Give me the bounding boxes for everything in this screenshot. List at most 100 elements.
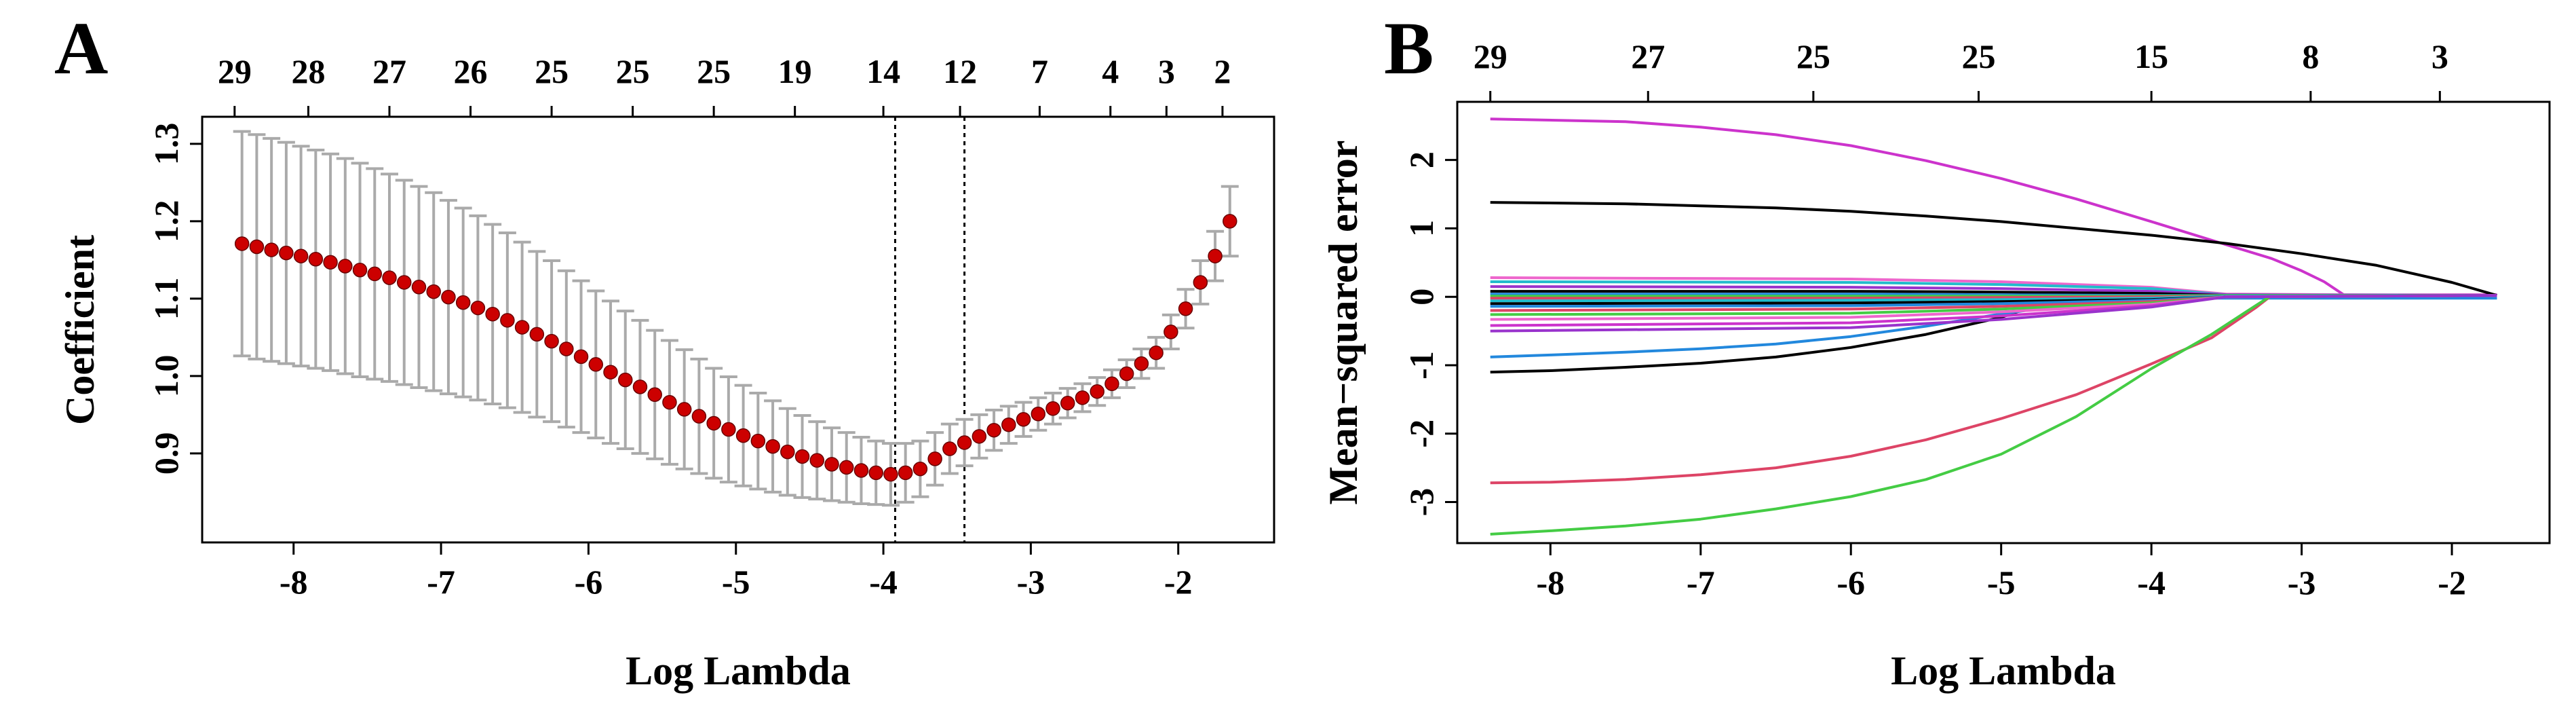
cv-point: [750, 433, 766, 449]
cv-point: [249, 239, 265, 255]
cv-point: [338, 259, 353, 274]
cv-point: [1119, 366, 1134, 382]
cv-point: [809, 453, 825, 468]
cv-point: [735, 428, 751, 443]
cv-point: [603, 365, 618, 379]
panel-a-top-tick-label: 28: [291, 52, 325, 90]
cv-point: [588, 357, 604, 372]
panel-a-x-tick-label: -2: [1164, 563, 1193, 601]
panel-a-y-tick-label: 1.3: [147, 123, 185, 166]
panel-a-lambda-lines: [893, 117, 966, 542]
coef-path-red-neg: [1490, 294, 2497, 485]
panel-b-x-tick-label: -6: [1837, 563, 1865, 601]
cv-point: [382, 270, 397, 285]
panel-b-top-tick-label: 3: [2431, 37, 2448, 75]
panel-a-top-tick-label: 27: [372, 52, 406, 90]
panel-a-y-tick-label: 1.1: [147, 278, 185, 320]
cv-point: [957, 435, 972, 450]
cv-point: [234, 236, 250, 251]
panel-b-y-axis-title: Mean−squared error: [1321, 141, 1366, 505]
cv-point: [352, 262, 368, 278]
cv-point: [323, 255, 338, 270]
cv-point: [559, 341, 574, 356]
cv-point: [927, 451, 942, 466]
panel-a-top-tick-label: 3: [1158, 52, 1175, 90]
cv-point: [853, 463, 869, 478]
cv-point: [942, 441, 957, 456]
cv-point: [662, 394, 677, 410]
cv-point: [529, 327, 545, 342]
panel-a-x-tick-label: -8: [280, 563, 308, 601]
cv-point: [544, 333, 559, 349]
panel-b-top-tick-label: 15: [2134, 37, 2168, 75]
panel-b-x-tick-label: -4: [2137, 563, 2166, 601]
cv-point: [883, 466, 898, 482]
coef-path-purple-neg: [1490, 294, 2497, 333]
panel-b-coefficient-paths: [1490, 117, 2498, 536]
panel-a-top-tick-label: 19: [778, 52, 812, 90]
cv-point: [1075, 390, 1090, 405]
cv-point: [794, 449, 810, 464]
panel-a-top-tick-label: 25: [616, 52, 650, 90]
panel-b-y-tick-label: -2: [1402, 420, 1440, 448]
panel-b-x-tick-label: -7: [1687, 563, 1715, 601]
panel-b-top-tick-label: 25: [1796, 37, 1830, 75]
cv-point: [780, 444, 795, 460]
cv-point: [279, 245, 294, 261]
cv-point: [632, 379, 648, 394]
panel-b-x-tick-label: -5: [1987, 563, 2016, 601]
panel-b-y-tick-label: 0: [1402, 289, 1440, 305]
cv-point: [293, 248, 309, 263]
panel-a-top-tick-label: 25: [697, 52, 731, 90]
panel-a-x-tick-label: -6: [575, 563, 603, 601]
panel-a-y-tick-label: 0.9: [147, 432, 185, 475]
panel-b-y-tick-label: -3: [1402, 488, 1440, 517]
cv-point: [264, 242, 279, 257]
panel-a-points: [234, 214, 1237, 482]
cv-point: [912, 461, 928, 477]
cv-point: [1031, 407, 1046, 422]
coef-path-green-neg: [1490, 294, 2497, 536]
cv-point: [1208, 248, 1223, 263]
panel-a-y-axis: 0.9 1.0 1.1 1.2 1.3: [147, 123, 202, 475]
panel-a-x-tick-label: -5: [722, 563, 750, 601]
panel-a-x-axis: -8 -7 -6 -5 -4 -3 -2: [280, 542, 1193, 601]
cv-point: [367, 266, 383, 282]
cv-point: [1178, 301, 1193, 316]
panel-a-top-tick-label: 26: [454, 52, 488, 90]
cv-point: [573, 349, 589, 365]
cv-point: [426, 284, 441, 299]
cv-point: [1045, 401, 1060, 416]
panel-a-top-tick-label: 14: [866, 52, 900, 90]
panel-a-plot-frame: [201, 115, 1275, 544]
panel-b-x-tick-label: -8: [1536, 563, 1564, 601]
cv-point: [765, 439, 780, 454]
panel-b-y-tick-label: 1: [1402, 220, 1440, 237]
panel-b-y-tick-label: -1: [1402, 351, 1440, 379]
panel-b-top-tick-label: 27: [1631, 37, 1665, 75]
cv-point: [1016, 411, 1031, 427]
cv-point: [868, 465, 883, 481]
cv-point: [1134, 356, 1149, 371]
panel-a-y-tick-label: 1.0: [147, 355, 185, 398]
panel-a-cv-plot: A -8 -7 -6 -5 -4 -3 -2 0.91.01.11.21.3 29 28 27 2…: [54, 7, 1275, 693]
panel-a-top-tick-label: 7: [1031, 52, 1048, 90]
cv-point: [706, 415, 721, 431]
cv-point: [898, 465, 913, 481]
panel-b-x-axis: -8 -7 -6 -5 -4 -3 -2: [1536, 543, 2466, 601]
cv-point: [411, 280, 427, 295]
panel-a-top-tick-label: 12: [943, 52, 977, 90]
cv-point: [500, 313, 515, 328]
cv-point: [972, 429, 987, 444]
panel-a-top-tick-label: 29: [218, 52, 252, 90]
coef-path-black-top: [1490, 201, 2498, 297]
cv-point: [396, 275, 412, 290]
cv-point: [514, 320, 530, 335]
panel-b-y-tick-label: 2: [1402, 151, 1440, 168]
panel-a-top-tick-label: 4: [1102, 52, 1119, 90]
panel-b-y-axis: -3 -2 -1 0 1 2: [1402, 151, 1457, 516]
cv-point: [1164, 325, 1178, 339]
cv-point: [1104, 376, 1119, 392]
